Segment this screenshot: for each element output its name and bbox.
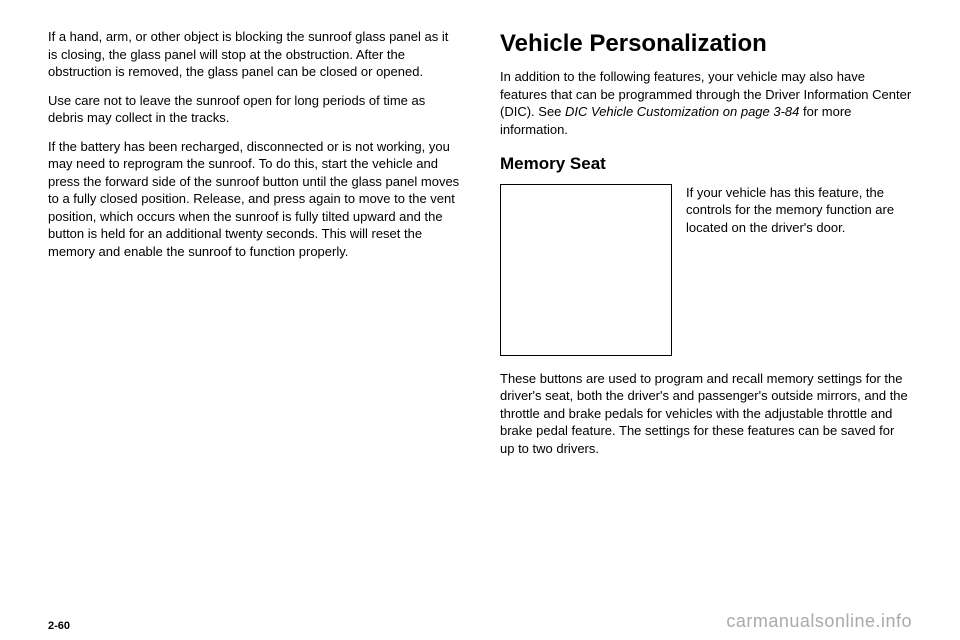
paragraph: Use care not to leave the sunroof open f… bbox=[48, 92, 460, 127]
figure-placeholder bbox=[500, 184, 672, 356]
figure-caption: If your vehicle has this feature, the co… bbox=[686, 184, 912, 237]
left-column: If a hand, arm, or other object is block… bbox=[48, 28, 460, 603]
paragraph: In addition to the following features, y… bbox=[500, 68, 912, 138]
content-columns: If a hand, arm, or other object is block… bbox=[48, 28, 912, 603]
sub-heading: Memory Seat bbox=[500, 153, 912, 176]
page-footer: 2-60 carmanualsonline.info bbox=[48, 603, 912, 632]
watermark-text: carmanualsonline.info bbox=[726, 611, 912, 632]
paragraph: If the battery has been recharged, disco… bbox=[48, 138, 460, 261]
section-heading: Vehicle Personalization bbox=[500, 28, 912, 60]
intro-italic-ref: DIC Vehicle Customization on page 3-84 bbox=[565, 104, 799, 119]
paragraph: These buttons are used to program and re… bbox=[500, 370, 912, 458]
paragraph: If a hand, arm, or other object is block… bbox=[48, 28, 460, 81]
figure-row: If your vehicle has this feature, the co… bbox=[500, 184, 912, 356]
page-number: 2-60 bbox=[48, 620, 70, 632]
manual-page: If a hand, arm, or other object is block… bbox=[0, 0, 960, 640]
right-column: Vehicle Personalization In addition to t… bbox=[500, 28, 912, 603]
